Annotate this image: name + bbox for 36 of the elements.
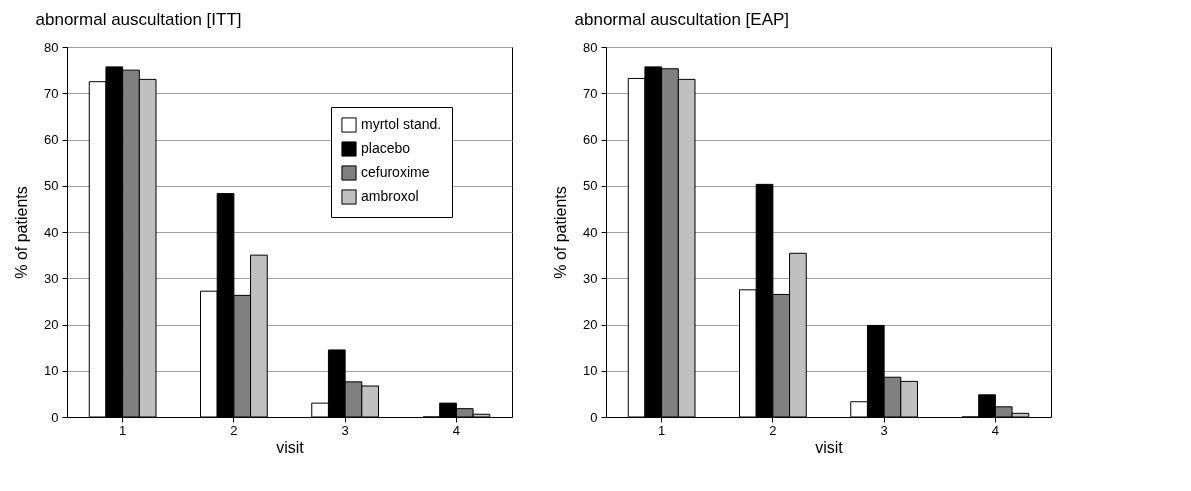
legend-label: cefuroxime [361, 164, 430, 180]
y-tick-label: 50 [44, 178, 59, 194]
y-tick-label: 20 [583, 317, 598, 332]
legend-label: placebo [361, 140, 411, 156]
x-tick-label: 4 [452, 422, 460, 438]
y-tick-label: 40 [583, 224, 598, 240]
y-tick-label: 80 [583, 39, 598, 55]
y-tick-label: 10 [583, 363, 598, 379]
y-axis-title: % of patients [13, 186, 31, 279]
y-tick-label: 30 [44, 270, 59, 286]
x-axis-title: visit [815, 438, 844, 456]
x-tick-label: 3 [880, 422, 888, 438]
x-tick-label: 1 [658, 422, 666, 438]
x-tick-label: 3 [341, 422, 349, 438]
x-tick-label: 2 [230, 422, 238, 438]
x-tick-label: 1 [119, 422, 127, 438]
y-tick-label: 40 [44, 224, 59, 240]
y-tick-label: 10 [44, 363, 59, 379]
legend-label: ambroxol [361, 188, 419, 204]
y-tick-label: 30 [583, 270, 598, 286]
y-tick-label: 50 [583, 178, 598, 194]
y-tick-label: 80 [44, 39, 59, 55]
x-axis-title: visit [276, 438, 305, 456]
y-tick-label: 70 [583, 85, 598, 101]
y-tick-label: 60 [44, 132, 59, 147]
y-tick-label: 20 [44, 317, 59, 332]
y-axis-title: % of patients [552, 186, 570, 279]
y-tick-label: 0 [51, 409, 59, 425]
y-tick-label: 70 [44, 85, 59, 101]
y-tick-label: 0 [590, 409, 598, 425]
y-tick-label: 60 [583, 132, 598, 147]
chart-title: abnormal auscultation [ITT] [35, 10, 242, 29]
chart-title: abnormal auscultation [EAP] [574, 10, 790, 29]
x-tick-label: 4 [991, 422, 999, 438]
legend-label: myrtol stand. [361, 116, 442, 132]
x-tick-label: 2 [769, 422, 777, 438]
